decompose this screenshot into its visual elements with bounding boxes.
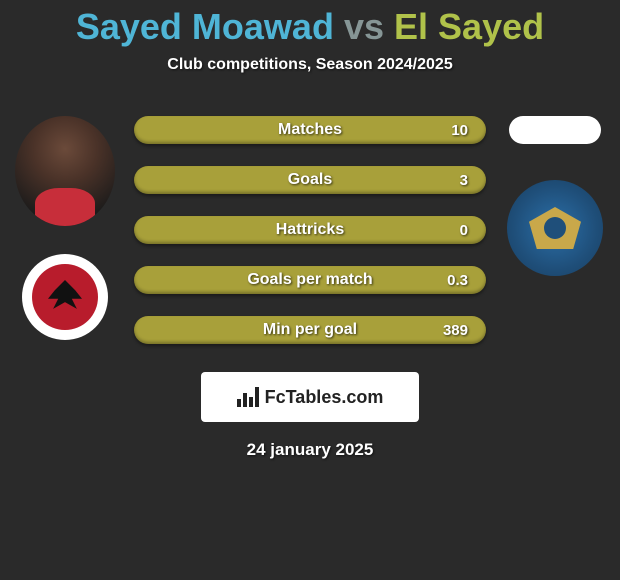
stat-pill: Hattricks 0 xyxy=(134,216,486,244)
source-logo: FcTables.com xyxy=(201,372,419,422)
content-row: Matches 10 Goals 3 Hattricks 0 Goals per match… xyxy=(0,106,620,344)
date-label: 24 january 2025 xyxy=(247,440,374,460)
player-left-column xyxy=(0,106,130,340)
footer: FcTables.com 24 january 2025 xyxy=(0,372,620,460)
stat-label: Hattricks xyxy=(276,221,344,239)
logo-text: FcTables.com xyxy=(265,387,384,408)
stat-pill: Goals per match 0.3 xyxy=(134,266,486,294)
club-badge-inner xyxy=(32,264,98,330)
stat-label: Matches xyxy=(278,121,342,139)
stat-value: 389 xyxy=(443,322,468,339)
subtitle: Club competitions, Season 2024/2025 xyxy=(0,56,620,74)
title-player1: Sayed Moawad xyxy=(76,6,334,47)
title-player2: El Sayed xyxy=(394,6,544,47)
stats-column: Matches 10 Goals 3 Hattricks 0 Goals per match… xyxy=(130,106,490,344)
stat-pill: Matches 10 xyxy=(134,116,486,144)
stat-value: 0 xyxy=(460,222,468,239)
stat-pill: Min per goal 389 xyxy=(134,316,486,344)
stat-value: 10 xyxy=(451,122,468,139)
player1-photo xyxy=(15,116,115,226)
pyramid-icon xyxy=(529,207,581,249)
stat-label: Goals xyxy=(288,171,332,189)
stat-pill: Goals 3 xyxy=(134,166,486,194)
player2-photo xyxy=(509,116,601,144)
stat-value: 0.3 xyxy=(447,272,468,289)
title-vs: vs xyxy=(344,6,384,47)
bar-chart-icon xyxy=(237,387,259,407)
page-title: Sayed Moawad vs El Sayed xyxy=(0,0,620,48)
player-right-column xyxy=(490,106,620,276)
stat-label: Min per goal xyxy=(263,321,357,339)
player1-club-badge xyxy=(22,254,108,340)
player2-club-badge xyxy=(507,180,603,276)
comparison-card: Sayed Moawad vs El Sayed Club competitio… xyxy=(0,0,620,580)
stat-value: 3 xyxy=(460,172,468,189)
stat-label: Goals per match xyxy=(247,271,372,289)
eagle-icon xyxy=(48,280,82,314)
